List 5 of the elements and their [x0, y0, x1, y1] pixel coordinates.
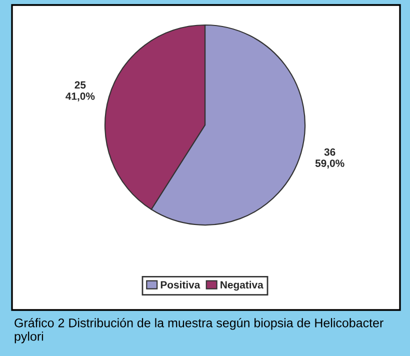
data-label: 25 41,0% — [66, 81, 95, 102]
text: Gráfico 2 Distribución de la muestra según biopsia de Helicobacter pylori — [14, 318, 384, 344]
data-label: 36 59,0% — [315, 148, 344, 168]
legend-label: Negativa — [220, 280, 264, 291]
legend-label: Positiva — [160, 280, 200, 289]
